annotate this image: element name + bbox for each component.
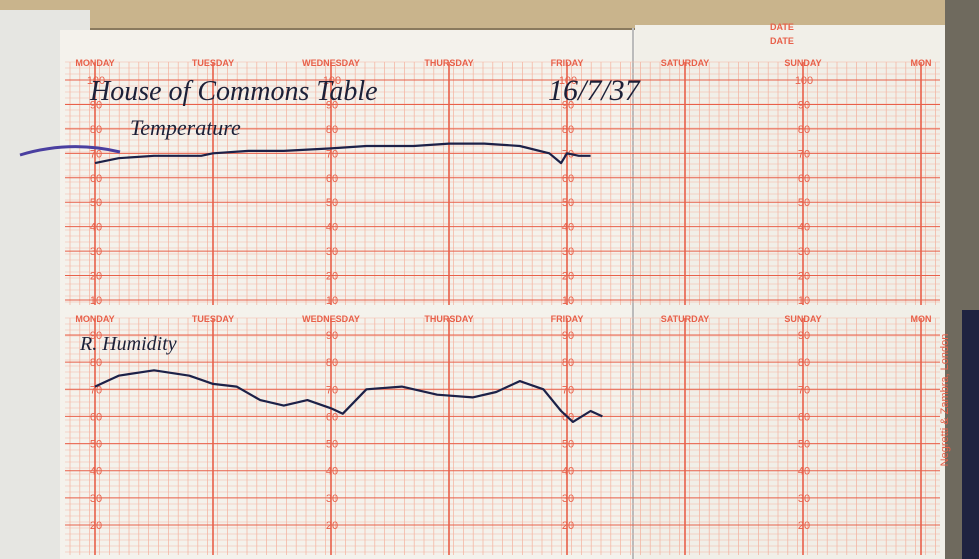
scale-label: 30 [90,246,102,258]
scale-label: 30 [798,246,810,258]
scale-label: 30 [562,246,574,258]
scale-label: 90 [798,330,810,342]
scale-label: 50 [326,439,338,451]
table-surface [0,0,979,28]
scale-label: 90 [326,330,338,342]
day-label: MON [911,314,932,324]
scale-label: 10 [798,295,810,307]
scale-label: 50 [562,197,574,209]
title: House of Commons Table [89,76,378,107]
scale-label: 60 [90,411,102,423]
imprint: Negretti & Zambra, London [939,334,951,467]
day-label: TUESDAY [192,58,234,68]
scale-label: 100 [795,75,813,87]
scale-label: 40 [562,222,574,234]
day-label: FRIDAY [551,314,584,324]
day-label: FRIDAY [551,58,584,68]
page: {"header": {"title": "House of Commons T… [0,0,979,559]
day-label: MONDAY [75,58,114,68]
scale-label: 20 [562,520,574,532]
scale-label: 50 [562,439,574,451]
day-label: MONDAY [75,314,114,324]
scale-label: 10 [562,295,574,307]
scale-label: 40 [90,466,102,478]
scale-label: 30 [326,246,338,258]
scale-label: 90 [798,99,810,111]
scale-label: 20 [798,520,810,532]
day-label: THURSDAY [424,58,473,68]
scale-label: 10 [90,295,102,307]
day-label: SUNDAY [784,58,821,68]
day-label: WEDNESDAY [302,314,360,324]
scale-label: 70 [326,148,338,160]
scale-label: 80 [90,357,102,369]
day-label: MON [911,58,932,68]
scale-label: 60 [798,173,810,185]
date-box: DATE [770,22,794,32]
scale-label: 50 [90,439,102,451]
scale-label: 80 [326,357,338,369]
scale-label: 40 [90,222,102,234]
scale-label: 60 [90,173,102,185]
left-page [60,30,635,559]
day-label: THURSDAY [424,314,473,324]
day-label: SATURDAY [661,314,710,324]
scale-label: 40 [326,222,338,234]
date-box: DATE [770,36,794,46]
day-label: SATURDAY [661,58,710,68]
scale-label: 30 [562,493,574,505]
scale-label: 20 [90,520,102,532]
scale-label: 60 [798,411,810,423]
lower-label: R. Humidity [79,333,177,355]
scale-label: 20 [326,520,338,532]
scale-label: 80 [798,124,810,136]
scale-label: 40 [326,466,338,478]
scale-label: 80 [562,357,574,369]
scale-label: 80 [562,124,574,136]
scale-label: 70 [562,384,574,396]
scale-label: 60 [326,173,338,185]
scale-label: 20 [562,271,574,283]
pen [962,310,979,559]
scale-label: 50 [326,197,338,209]
day-label: SUNDAY [784,314,821,324]
right-page [635,25,945,559]
scale-label: 50 [90,197,102,209]
scale-label: 80 [798,357,810,369]
day-label: WEDNESDAY [302,58,360,68]
scale-label: 30 [326,493,338,505]
scale-label: 30 [798,493,810,505]
scale-label: 40 [798,466,810,478]
scale-label: 70 [326,384,338,396]
date: 16/7/37 [548,74,642,107]
scale-label: 20 [90,271,102,283]
scale-label: 40 [562,466,574,478]
scale-label: 90 [562,330,574,342]
scale-label: 10 [326,295,338,307]
scale-label: 20 [326,271,338,283]
photo: DATE DATE Negretti & Zambra, London MOND… [0,0,979,559]
scale-label: 50 [798,439,810,451]
scale-label: 80 [326,124,338,136]
scale-label: 80 [90,124,102,136]
scale-label: 40 [798,222,810,234]
scale-label: 30 [90,493,102,505]
scale-label: 60 [562,173,574,185]
day-label: TUESDAY [192,314,234,324]
scale-label: 50 [798,197,810,209]
scale-label: 70 [90,148,102,160]
scale-label: 70 [798,384,810,396]
upper-label: Temperature [130,115,241,140]
scale-label: 70 [798,148,810,160]
scale-label: 20 [798,271,810,283]
scale-label: 60 [326,411,338,423]
